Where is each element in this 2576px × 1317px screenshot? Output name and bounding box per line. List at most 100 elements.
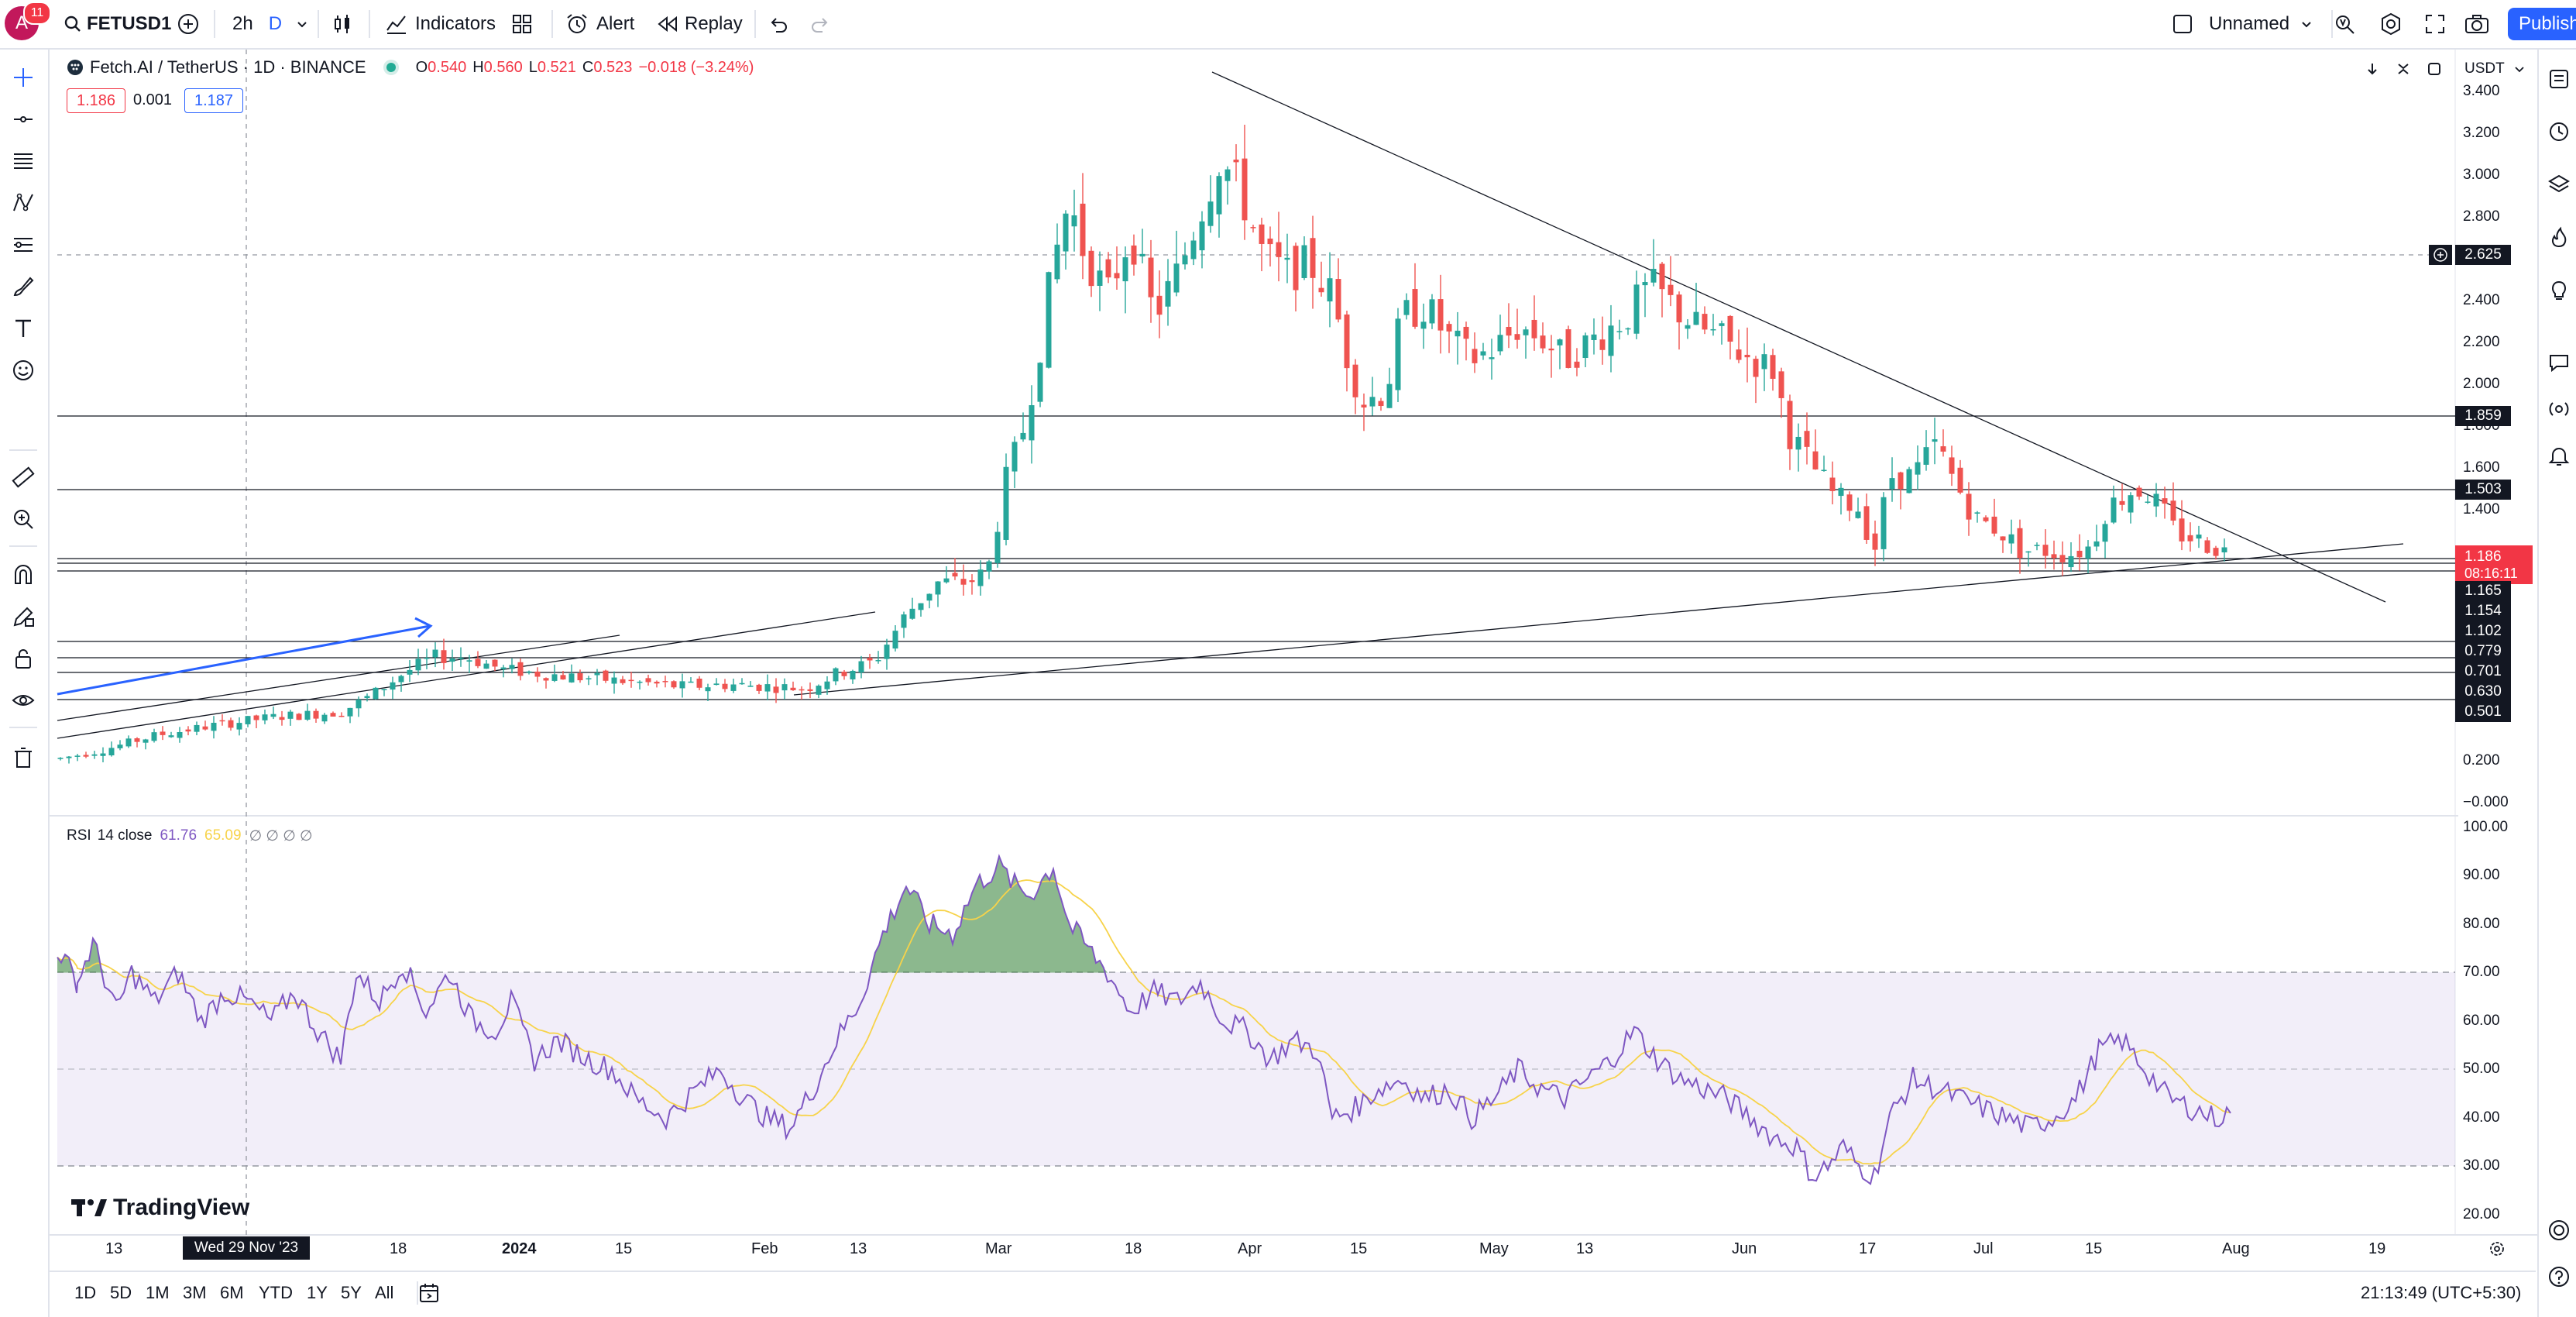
alerts-panel-button[interactable]	[2540, 113, 2576, 150]
rewind-icon	[658, 15, 677, 33]
candle-body	[1455, 330, 1461, 337]
range-all[interactable]: All	[375, 1272, 393, 1314]
candle-body	[1003, 466, 1009, 540]
currency-selector[interactable]: USDT	[2458, 57, 2533, 81]
pattern-tool[interactable]	[0, 184, 46, 222]
crosshair-add-button[interactable]	[2429, 245, 2452, 265]
object-tree-button[interactable]	[2540, 166, 2576, 203]
rsi-legend[interactable]: RSI 14 close 61.76 65.09 ∅ ∅ ∅ ∅	[67, 827, 313, 845]
rsi-overbought-area	[132, 965, 136, 973]
grid-icon	[513, 15, 531, 33]
redo-button[interactable]	[810, 0, 832, 48]
range-1y[interactable]: 1Y	[307, 1272, 328, 1314]
range-1m[interactable]: 1M	[146, 1272, 170, 1314]
ruler-tool[interactable]	[0, 459, 46, 496]
bottom-toolbar: 1D 5D 1M 3M 6M YTD 1Y 5Y All 21:13:49 (U…	[50, 1271, 2536, 1314]
drawing-mode-tool[interactable]	[0, 598, 46, 635]
time-axis-settings-button[interactable]	[2486, 1238, 2508, 1260]
candle-body	[1608, 325, 1614, 356]
candle-body	[236, 723, 242, 730]
ohlc-change: −0.018 (−3.24%)	[638, 58, 754, 76]
candle-body	[841, 672, 847, 676]
range-3m[interactable]: 3M	[183, 1272, 207, 1314]
rsi-overbought-area	[57, 954, 77, 973]
support-button[interactable]	[2540, 1258, 2576, 1295]
undo-button[interactable]	[767, 0, 788, 48]
hide-drawings-tool[interactable]	[0, 682, 46, 719]
publish-button[interactable]: Publish	[2508, 8, 2576, 40]
replay-button[interactable]: Replay	[657, 0, 743, 48]
indicators-button[interactable]: Indicators	[386, 0, 496, 48]
go-to-date-button[interactable]	[418, 1272, 441, 1314]
redo-icon	[812, 18, 828, 33]
snapshot-button[interactable]	[2464, 0, 2489, 48]
candle-body	[2076, 550, 2083, 558]
candle-body	[1923, 447, 1929, 465]
horizontal-levels[interactable]	[57, 415, 2455, 700]
price-tick: 1.400	[2463, 501, 2500, 518]
quick-search-button[interactable]	[2333, 0, 2358, 48]
range-5d[interactable]: 5D	[110, 1272, 132, 1314]
symbol-search-button[interactable]: FETUSD1	[64, 0, 171, 48]
settings-button[interactable]	[2379, 0, 2403, 48]
sell-price-box[interactable]: 1.186	[67, 88, 125, 113]
range-1d[interactable]: 1D	[74, 1272, 96, 1314]
projection-tool[interactable]	[0, 226, 46, 263]
candle-body	[1506, 327, 1512, 336]
lock-drawings-tool[interactable]	[0, 640, 46, 677]
text-tool[interactable]	[0, 310, 46, 347]
trend-lines[interactable]	[57, 71, 2404, 739]
candle-body	[1318, 287, 1324, 293]
hotlist-button[interactable]	[2540, 218, 2576, 256]
compare-symbol-button[interactable]	[177, 0, 200, 48]
camera-icon	[2465, 15, 2488, 33]
ideas-button[interactable]	[2540, 271, 2576, 308]
arrow-drawing[interactable]	[57, 617, 433, 696]
candle-body	[458, 657, 464, 659]
candle-body	[551, 674, 558, 681]
emoji-tool[interactable]	[0, 352, 46, 389]
list-icon	[2550, 70, 2568, 88]
ascending-trendline-early	[57, 611, 876, 739]
alert-button[interactable]: Alert	[565, 0, 634, 48]
candle-body	[1233, 160, 1239, 163]
range-ytd[interactable]: YTD	[259, 1272, 293, 1314]
buy-price-box[interactable]: 1.187	[184, 88, 243, 113]
arrow-head	[414, 617, 433, 638]
candle-body	[2017, 528, 2023, 559]
range-5y[interactable]: 5Y	[341, 1272, 362, 1314]
brush-tool[interactable]	[0, 268, 46, 305]
tradingview-watermark[interactable]: TradingView	[71, 1195, 249, 1221]
templates-button[interactable]	[511, 0, 533, 48]
candle-body	[432, 649, 438, 658]
search-icon	[64, 15, 81, 32]
trend-line-tool[interactable]	[0, 101, 46, 138]
notifications-button[interactable]	[2540, 390, 2576, 428]
candle-body	[1650, 269, 1657, 283]
fullscreen-button[interactable]	[2424, 0, 2446, 48]
help-button[interactable]	[2540, 1212, 2576, 1249]
legend-title[interactable]: Fetch.AI / TetherUS · 1D · BINANCE	[90, 57, 366, 77]
fib-tool[interactable]	[0, 143, 46, 180]
magnet-tool[interactable]	[0, 556, 46, 593]
collapse-button[interactable]	[2393, 59, 2413, 79]
maximize-pane-button[interactable]	[2424, 59, 2444, 79]
rsi-overbought-area	[410, 967, 414, 973]
layout-name-button[interactable]: Unnamed	[2172, 0, 2313, 48]
rsi-overbought-area	[85, 938, 105, 973]
candle-body	[2093, 541, 2100, 547]
remove-drawings-tool[interactable]	[0, 739, 46, 776]
chat-button[interactable]	[2540, 344, 2576, 381]
sound-alerts-button[interactable]	[2540, 437, 2576, 474]
clock-display[interactable]: 21:13:49 (UTC+5:30)	[2361, 1272, 2521, 1314]
candle-body	[500, 667, 507, 669]
interval-selector[interactable]: 2h D	[232, 0, 308, 48]
zoom-tool[interactable]	[0, 500, 46, 538]
range-6m[interactable]: 6M	[220, 1272, 244, 1314]
chart-type-button[interactable]	[331, 0, 353, 48]
candle-body	[509, 665, 515, 669]
scroll-down-button[interactable]	[2362, 59, 2382, 79]
crosshair-tool[interactable]	[0, 59, 46, 96]
watchlist-button[interactable]	[2540, 60, 2576, 98]
